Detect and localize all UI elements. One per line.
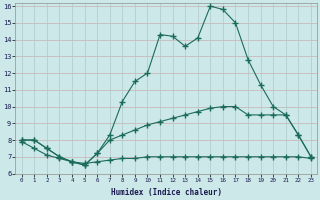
X-axis label: Humidex (Indice chaleur): Humidex (Indice chaleur): [111, 188, 222, 197]
